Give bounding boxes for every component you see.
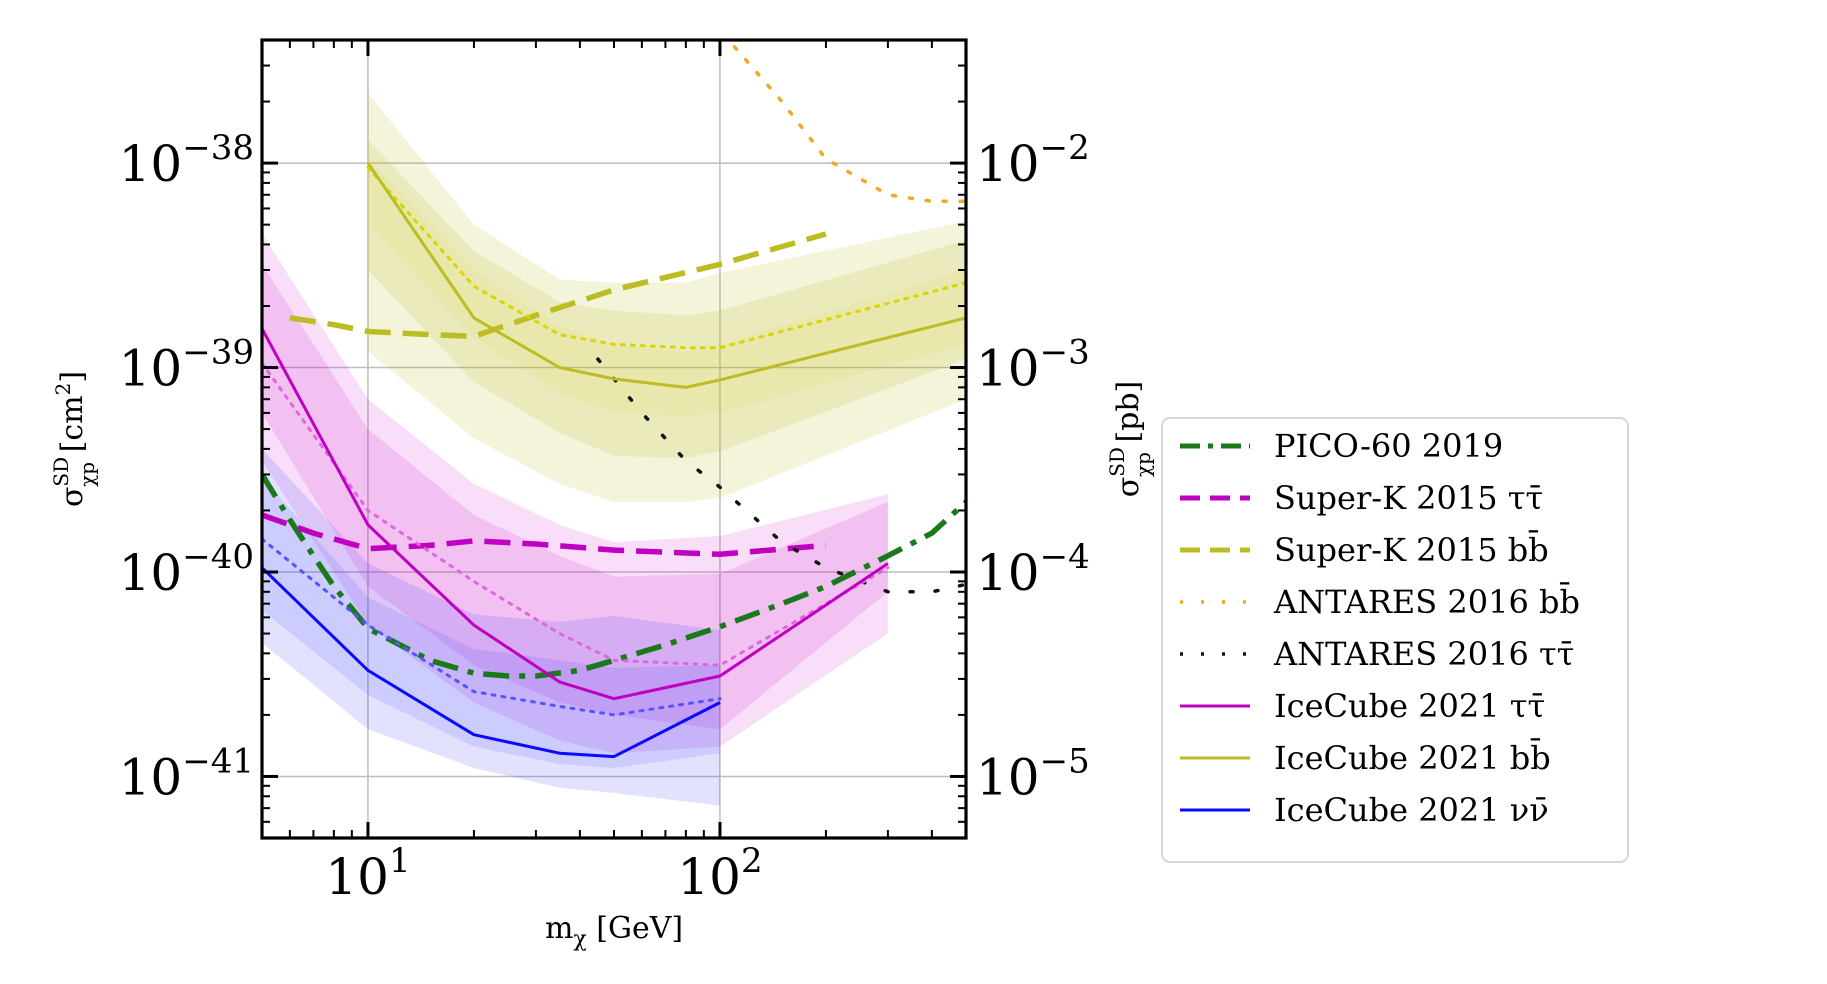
y-tick-label-right: 10−4 — [976, 537, 1090, 602]
legend: PICO-60 2019 Super-K 2015 ττ̄ Super-K 2015… — [1161, 417, 1629, 863]
band-1 — [368, 93, 966, 502]
series-lines — [262, 45, 966, 759]
y-axis-label-left: σSD χp [cm2] — [49, 371, 99, 507]
y-tick-label-right: 10−2 — [976, 128, 1090, 193]
y-tick-label-left: 10−39 — [119, 333, 254, 398]
band-5 — [262, 264, 888, 730]
series-line-median-6 — [262, 361, 890, 667]
series-line-pico-60-2019 — [262, 473, 966, 679]
series-line-median-10 — [262, 537, 722, 717]
legend-label-pico-60-2019: PICO-60 2019 — [1274, 427, 1503, 465]
plot-frame — [260, 38, 968, 840]
series-line-icecube-2021-bb — [366, 162, 966, 389]
series-line-antares-2016-bb — [732, 45, 966, 204]
y-axis-label-right: σSD χp [pb] — [1105, 381, 1155, 498]
series-line-super-k-2015 — [262, 512, 827, 558]
grid — [262, 40, 966, 838]
legend-label-icecube-2021: IceCube 2021 νν̄ — [1274, 791, 1549, 829]
x-tick-label: 101 — [325, 841, 410, 906]
y-tick-label-right: 10−5 — [976, 741, 1090, 806]
legend-label-antares-2016: ANTARES 2016 ττ̄ — [1273, 635, 1574, 673]
y-tick-label-left: 10−41 — [119, 741, 254, 806]
x-tick-label: 102 — [677, 841, 762, 906]
series-line-icecube-2021 — [262, 327, 889, 701]
y-tick-label-left: 10−40 — [119, 537, 254, 602]
legend-label-super-k-2015-bb: Super-K 2015 bb̄ — [1274, 530, 1549, 569]
legend-box — [1161, 417, 1629, 863]
y-tick-label-left: 10−38 — [119, 128, 254, 193]
legend-label-icecube-2021-bb: IceCube 2021 bb̄ — [1274, 738, 1551, 777]
band-3 — [368, 158, 966, 416]
series-line-median-8 — [366, 166, 966, 350]
legend-label-antares-2016-bb: ANTARES 2016 bb̄ — [1273, 582, 1580, 621]
band-4 — [262, 234, 888, 754]
tick-labels: 10−38 10−39 10−40 10−41 10−2 10−3 10−4 10−5 101 1… — [119, 128, 1090, 906]
band-2 — [368, 139, 966, 459]
y-tick-label-right: 10−3 — [976, 333, 1090, 398]
series-line-icecube-2021 — [262, 566, 721, 759]
series-line-super-k-2015-bb — [289, 231, 827, 340]
x-axis-label: mχ [GeV] — [545, 911, 683, 952]
legend-label-super-k-2015: Super-K 2015 ττ̄ — [1274, 479, 1543, 517]
legend-label-icecube-2021: IceCube 2021 ττ̄ — [1274, 687, 1545, 725]
band-6 — [262, 448, 720, 806]
